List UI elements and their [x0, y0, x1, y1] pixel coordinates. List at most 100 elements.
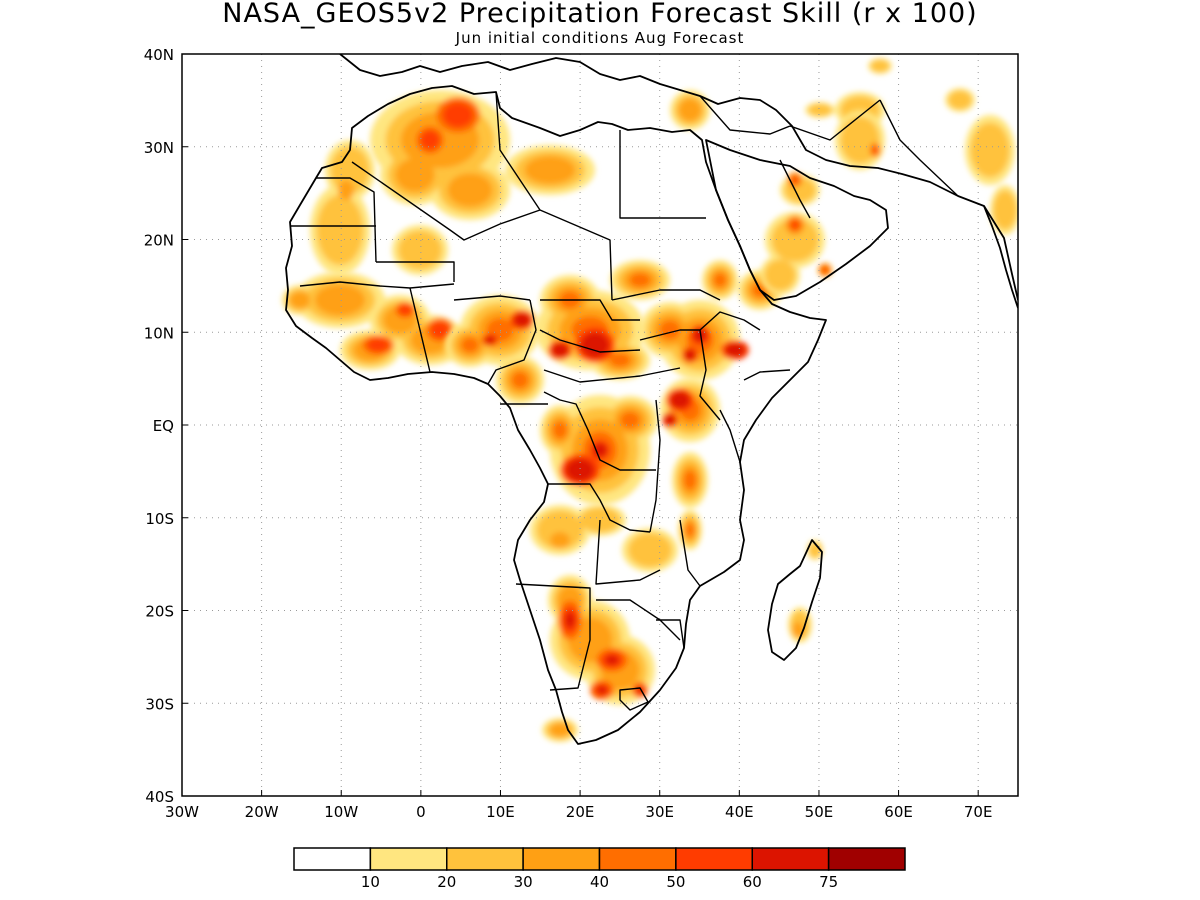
- arabia-coastline: [705, 139, 889, 301]
- skill-blob: [808, 103, 832, 117]
- skill-hotspot: [664, 414, 676, 426]
- skill-region: [282, 272, 465, 370]
- axis-labels: 30W 20W 10W 0 10E 20E 30E 40E 50E 60E 70E 40N 30N 20N…: [144, 46, 993, 821]
- x-tick-label: 10W: [324, 803, 358, 821]
- skill-hotspot: [484, 335, 496, 345]
- skill-blob: [330, 146, 370, 194]
- skill-blob: [713, 273, 727, 287]
- skill-shading: [282, 58, 1018, 742]
- eurasia-coastline: [339, 54, 1018, 301]
- skill-blob: [289, 291, 311, 309]
- colorbar-label: 50: [666, 873, 685, 891]
- skill-hotspot: [442, 102, 474, 128]
- colorbar-swatch: [751, 847, 830, 871]
- skill-blob: [549, 723, 571, 737]
- skill-blob: [511, 371, 529, 389]
- colorbar-label: 75: [819, 873, 838, 891]
- skill-blob: [536, 510, 584, 550]
- skill-region: [660, 378, 720, 550]
- skill-hotspot: [822, 267, 828, 273]
- x-tick-label: 30W: [165, 803, 199, 821]
- skill-hotspot: [597, 686, 607, 694]
- x-tick-label: 40E: [725, 803, 754, 821]
- skill-blob: [685, 523, 695, 537]
- y-tick-label: 20S: [145, 603, 174, 621]
- colorbar-label: 20: [437, 873, 456, 891]
- colorbar-swatch: [446, 847, 524, 871]
- skill-hotspot: [593, 443, 607, 457]
- skill-hotspot: [725, 343, 745, 357]
- skill-hotspot: [550, 532, 570, 548]
- colorbar-swatch: [675, 847, 753, 871]
- x-tick-label: 10E: [486, 803, 515, 821]
- skill-hotspot: [513, 313, 531, 327]
- skill-blob: [398, 230, 442, 270]
- x-tick-label: 60E: [884, 803, 913, 821]
- colorbar-label: 40: [590, 873, 609, 891]
- x-tick-label: 20E: [566, 803, 595, 821]
- y-tick-label: 30N: [144, 139, 174, 157]
- colorbar-swatch: [369, 847, 448, 871]
- skill-hotspot: [791, 221, 799, 229]
- skill-hotspot: [684, 349, 696, 361]
- coastlines: [285, 54, 1018, 745]
- x-tick-label: 50E: [805, 803, 834, 821]
- y-tick-label: 10N: [144, 324, 174, 342]
- skill-region: [540, 395, 658, 505]
- madagascar-coastline: [767, 539, 823, 661]
- x-tick-label: 70E: [964, 803, 993, 821]
- colorbar-label: 60: [743, 873, 762, 891]
- skill-hotspot: [792, 622, 804, 638]
- x-tick-label: 30E: [645, 803, 674, 821]
- skill-region: [788, 540, 823, 643]
- skill-blob: [316, 194, 364, 266]
- skill-hotspot: [338, 180, 354, 200]
- y-tick-label: 40S: [145, 788, 174, 806]
- skill-blob: [683, 470, 697, 490]
- skill-blob: [659, 320, 681, 340]
- skill-blob: [553, 421, 567, 439]
- skill-blob: [764, 259, 796, 291]
- africa-coastline: [285, 85, 827, 745]
- skill-blob: [993, 190, 1017, 230]
- x-tick-label: 0: [416, 803, 426, 821]
- colorbar-label: 30: [514, 873, 533, 891]
- skill-blob: [314, 284, 366, 316]
- skill-region: [530, 504, 678, 572]
- skill-blob: [970, 122, 1010, 178]
- skill-blob: [870, 59, 890, 73]
- skill-blob: [609, 353, 631, 367]
- skill-blob: [395, 158, 435, 192]
- skill-blob: [948, 90, 972, 110]
- skill-hotspot: [420, 130, 440, 150]
- colorbar-swatch: [522, 847, 601, 871]
- map-subtitle: Jun initial conditions Aug Forecast: [455, 29, 745, 47]
- skill-blob: [771, 218, 819, 262]
- skill-hotspot: [791, 176, 799, 184]
- y-tick-label: 20N: [144, 232, 174, 250]
- skill-blob: [524, 156, 576, 184]
- map-title: NASA_GEOS5v2 Precipitation Forecast Skil…: [222, 0, 977, 29]
- skill-region: [760, 92, 885, 295]
- skill-blob: [620, 411, 640, 429]
- skill-hotspot: [693, 328, 707, 342]
- skill-blob: [628, 532, 672, 568]
- skill-hotspot: [565, 612, 575, 628]
- skill-region: [445, 295, 544, 404]
- grid-lines: [182, 54, 1018, 796]
- skill-hotspot: [670, 391, 690, 409]
- skill-hotspot: [366, 338, 390, 352]
- india-coastline: [983, 205, 1018, 309]
- skill-blob: [629, 273, 651, 287]
- y-tick-label: 40N: [144, 46, 174, 64]
- colorbar-swatch: [293, 847, 372, 871]
- skill-hotspot: [605, 655, 619, 665]
- skill-hotspot: [566, 458, 594, 482]
- y-tick-label: 10S: [145, 510, 174, 528]
- y-tick-label: 30S: [145, 695, 174, 713]
- skill-blob: [447, 173, 493, 207]
- colorbar-swatch: [827, 847, 906, 871]
- country-borders: [290, 91, 959, 711]
- colorbar-swatch: [598, 847, 677, 871]
- skill-region: [835, 58, 1018, 235]
